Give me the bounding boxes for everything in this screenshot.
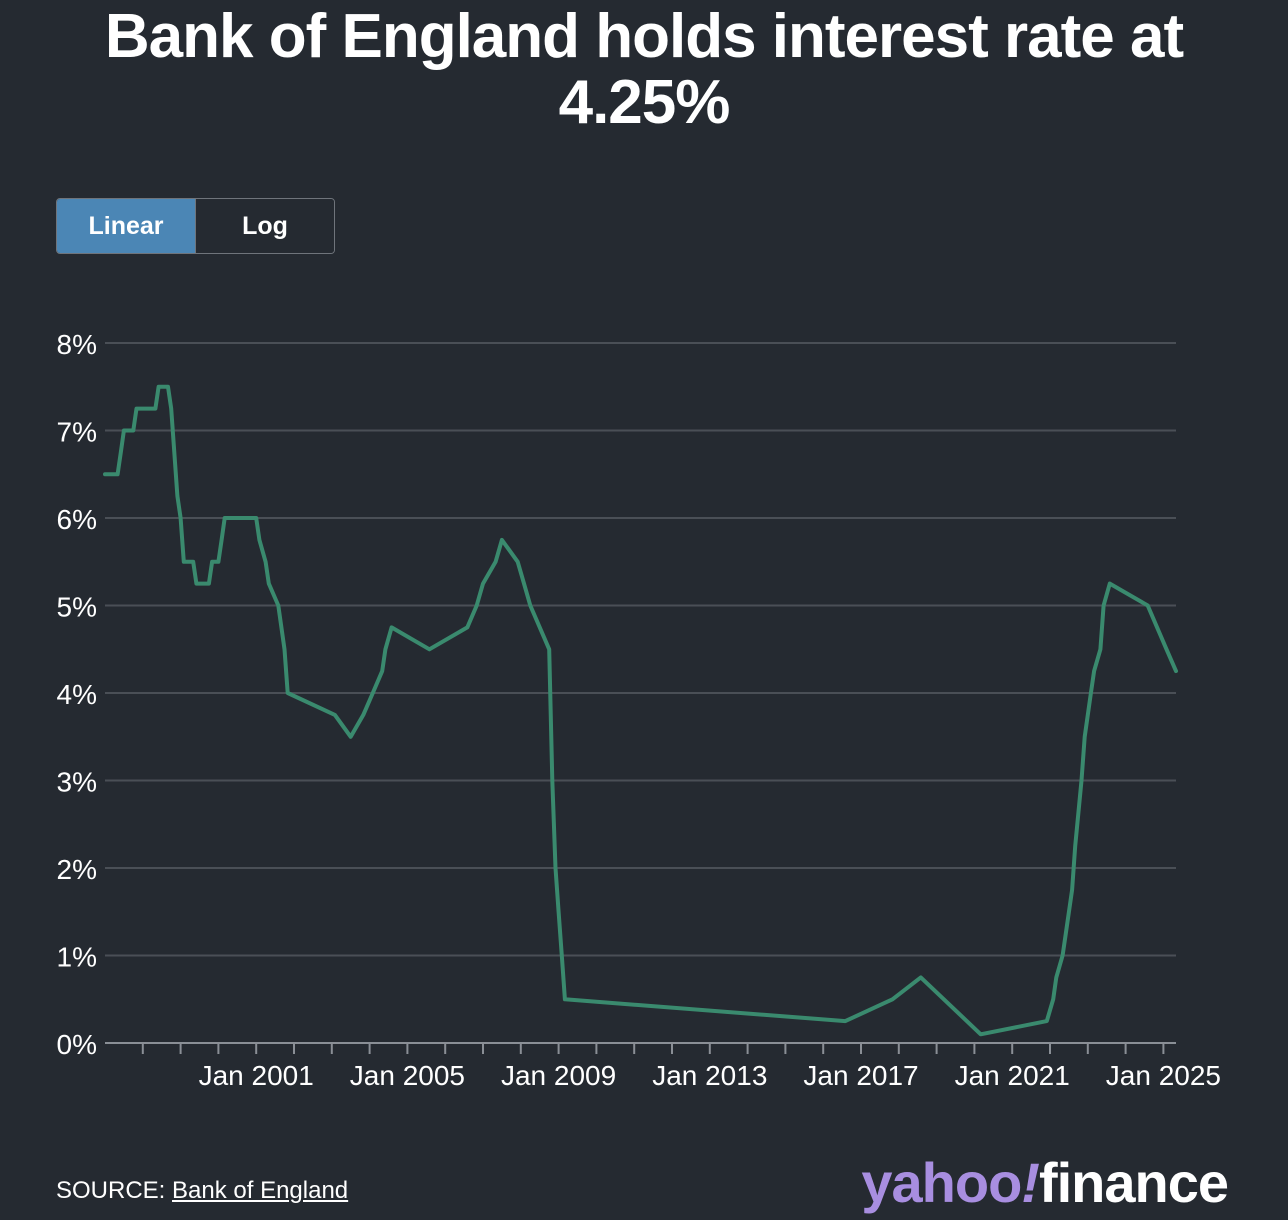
x-tick-label: Jan 2013: [652, 1060, 767, 1091]
y-tick-label: 0%: [57, 1029, 97, 1060]
logo-finance: finance: [1038, 1151, 1229, 1214]
log-scale-button[interactable]: Log: [195, 199, 334, 253]
chart-title: Bank of England holds interest rate at 4…: [104, 2, 1184, 137]
x-tick-label: Jan 2009: [501, 1060, 616, 1091]
yahoo-finance-logo: yahoo!finance: [861, 1150, 1229, 1216]
y-axis: 0% 1% 2% 3% 4% 5% 6% 7% 8%: [57, 329, 97, 1060]
x-axis: Jan 2001 Jan 2005 Jan 2009 Jan 2013 Jan 2017…: [105, 1042, 1221, 1091]
x-tick-label: Jan 2005: [350, 1060, 465, 1091]
y-tick-label: 5%: [57, 592, 97, 623]
interest-rate-chart: 0%1%2%3%4%5%6%7%8% Jan 2001 Jan 2005 Jan 2…: [57, 329, 1221, 1091]
y-tick-label: 6%: [57, 504, 97, 535]
scale-toggle: Linear Log: [56, 198, 335, 254]
series-group: [103, 384, 1178, 1037]
series-line-bank-rate: [103, 384, 1178, 1037]
y-tick-label: 1%: [57, 942, 97, 973]
y-tick-label: 8%: [57, 329, 97, 360]
source-note: SOURCE: Bank of England: [56, 1177, 348, 1205]
x-tick-label: Jan 2017: [803, 1060, 918, 1091]
x-tick-label: Jan 2021: [955, 1060, 1070, 1091]
y-tick-label: 3%: [57, 767, 97, 798]
source-prefix: SOURCE:: [56, 1177, 173, 1204]
logo-bang: !: [1021, 1151, 1040, 1214]
y-tick-label: 2%: [57, 854, 97, 885]
x-tick-label: Jan 2001: [199, 1060, 314, 1091]
source-link[interactable]: Bank of England: [172, 1177, 349, 1204]
y-tick-label: 7%: [57, 417, 97, 448]
x-tick-label: Jan 2025: [1106, 1060, 1221, 1091]
linear-scale-button[interactable]: Linear: [57, 199, 195, 253]
gridlines: [105, 342, 1176, 957]
y-tick-label: 4%: [57, 679, 97, 710]
logo-yahoo: yahoo: [861, 1151, 1022, 1214]
